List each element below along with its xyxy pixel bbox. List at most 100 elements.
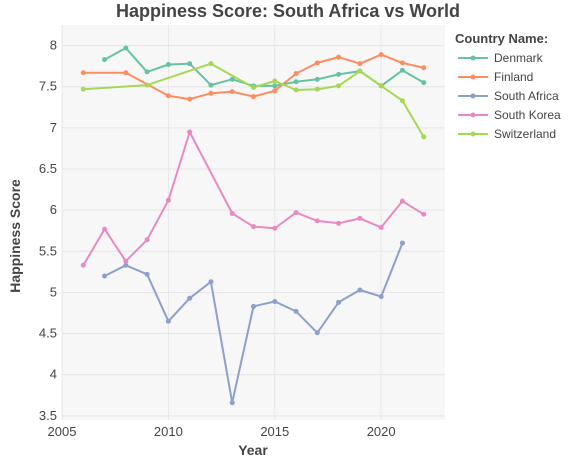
data-point-finland[interactable] — [293, 71, 299, 77]
data-point-switzerland[interactable] — [399, 98, 405, 104]
data-point-south-africa[interactable] — [144, 271, 150, 277]
data-point-finland[interactable] — [123, 70, 129, 76]
legend-marker — [470, 131, 476, 137]
y-axis-ticks: 3.5 4 4.5 5 5.5 6 6.5 7 7.5 8 — [39, 38, 57, 423]
data-point-finland[interactable] — [272, 88, 278, 94]
data-point-denmark[interactable] — [144, 69, 150, 75]
legend-item-south-korea[interactable]: South Korea — [458, 108, 561, 122]
data-point-denmark[interactable] — [208, 82, 214, 88]
data-point-switzerland[interactable] — [144, 82, 150, 88]
data-point-switzerland[interactable] — [378, 83, 384, 89]
data-point-finland[interactable] — [187, 96, 193, 102]
x-axis-title: Year — [238, 442, 268, 458]
data-point-south-korea[interactable] — [123, 258, 129, 264]
y-tick-label: 4 — [50, 367, 57, 382]
legend-marker — [470, 112, 476, 118]
data-point-south-africa[interactable] — [314, 330, 320, 336]
legend-item-switzerland[interactable]: Switzerland — [458, 127, 556, 141]
data-point-switzerland[interactable] — [208, 61, 214, 67]
data-point-finland[interactable] — [80, 70, 86, 76]
y-tick-label: 8 — [50, 38, 57, 53]
y-tick-label: 5.5 — [39, 243, 57, 258]
data-point-south-korea[interactable] — [336, 220, 342, 226]
legend-item-finland[interactable]: Finland — [458, 70, 533, 84]
data-point-denmark[interactable] — [123, 45, 129, 51]
data-point-switzerland[interactable] — [421, 134, 427, 140]
series-line-south-korea[interactable] — [82, 131, 425, 266]
data-point-south-korea[interactable] — [165, 197, 171, 203]
data-point-denmark[interactable] — [165, 62, 171, 67]
data-point-switzerland[interactable] — [293, 87, 299, 93]
data-point-south-korea[interactable] — [229, 210, 235, 216]
data-point-south-africa[interactable] — [399, 240, 405, 246]
y-tick-label: 6 — [50, 202, 57, 217]
x-tick-label: 2010 — [154, 424, 183, 439]
data-point-south-korea[interactable] — [293, 210, 299, 216]
x-tick-label: 2020 — [367, 424, 396, 439]
data-point-denmark[interactable] — [421, 80, 427, 86]
data-point-south-africa[interactable] — [336, 299, 342, 305]
data-point-south-korea[interactable] — [314, 218, 320, 224]
y-tick-label: 7.5 — [39, 79, 57, 94]
data-point-switzerland[interactable] — [314, 86, 320, 92]
data-point-denmark[interactable] — [272, 83, 278, 89]
data-point-denmark[interactable] — [293, 79, 299, 85]
legend-title: Country Name: — [455, 31, 548, 46]
legend-item-south-africa[interactable]: South Africa — [458, 89, 559, 103]
data-point-south-africa[interactable] — [357, 287, 363, 293]
data-point-finland[interactable] — [208, 90, 214, 96]
data-point-south-africa[interactable] — [123, 262, 129, 268]
data-point-south-africa[interactable] — [378, 294, 384, 300]
data-point-finland[interactable] — [357, 61, 363, 67]
data-point-finland[interactable] — [378, 52, 384, 58]
data-point-south-africa[interactable] — [251, 303, 256, 309]
legend-label: Denmark — [494, 51, 544, 65]
data-point-south-korea[interactable] — [251, 224, 256, 230]
data-point-south-korea[interactable] — [399, 198, 405, 204]
data-point-finland[interactable] — [336, 54, 342, 60]
data-point-south-korea[interactable] — [357, 215, 363, 221]
data-point-south-africa[interactable] — [229, 400, 235, 406]
data-point-switzerland[interactable] — [357, 68, 363, 74]
legend-label: Finland — [494, 70, 533, 84]
data-point-finland[interactable] — [421, 65, 427, 71]
data-point-switzerland[interactable] — [251, 85, 256, 91]
data-point-finland[interactable] — [251, 94, 256, 100]
data-point-south-africa[interactable] — [208, 279, 214, 285]
data-point-south-africa[interactable] — [272, 299, 278, 304]
data-point-switzerland[interactable] — [80, 86, 86, 92]
legend-label: South Korea — [494, 108, 561, 122]
data-point-denmark[interactable] — [102, 57, 108, 63]
data-point-south-korea[interactable] — [187, 129, 193, 135]
data-point-finland[interactable] — [229, 89, 235, 95]
data-point-south-africa[interactable] — [293, 308, 299, 314]
x-tick-label: 2015 — [260, 424, 289, 439]
legend-label: Switzerland — [494, 127, 556, 141]
data-point-switzerland[interactable] — [272, 78, 278, 84]
data-point-south-korea[interactable] — [80, 262, 86, 268]
data-point-denmark[interactable] — [336, 71, 342, 77]
data-point-denmark[interactable] — [229, 76, 235, 82]
data-point-south-africa[interactable] — [187, 295, 193, 301]
legend-item-denmark[interactable]: Denmark — [458, 51, 544, 65]
legend-marker — [470, 55, 476, 61]
data-point-south-korea[interactable] — [102, 226, 108, 232]
data-point-south-africa[interactable] — [165, 318, 171, 324]
data-point-switzerland[interactable] — [336, 83, 342, 89]
y-axis-title: Happiness Score — [7, 179, 23, 293]
x-tick-label: 2005 — [48, 424, 77, 439]
series-line-switzerland[interactable] — [83, 62, 425, 138]
data-point-south-korea[interactable] — [272, 225, 278, 231]
data-point-finland[interactable] — [399, 60, 405, 66]
series-points — [80, 45, 427, 406]
data-point-denmark[interactable] — [314, 76, 320, 82]
data-point-finland[interactable] — [314, 60, 320, 66]
data-point-finland[interactable] — [165, 93, 171, 99]
data-point-denmark[interactable] — [187, 61, 193, 67]
chart-title: Happiness Score: South Africa vs World — [116, 1, 460, 21]
data-point-denmark[interactable] — [399, 67, 405, 73]
data-point-south-africa[interactable] — [102, 273, 108, 279]
data-point-south-korea[interactable] — [421, 211, 427, 217]
data-point-south-korea[interactable] — [144, 237, 150, 243]
data-point-south-korea[interactable] — [378, 224, 384, 230]
